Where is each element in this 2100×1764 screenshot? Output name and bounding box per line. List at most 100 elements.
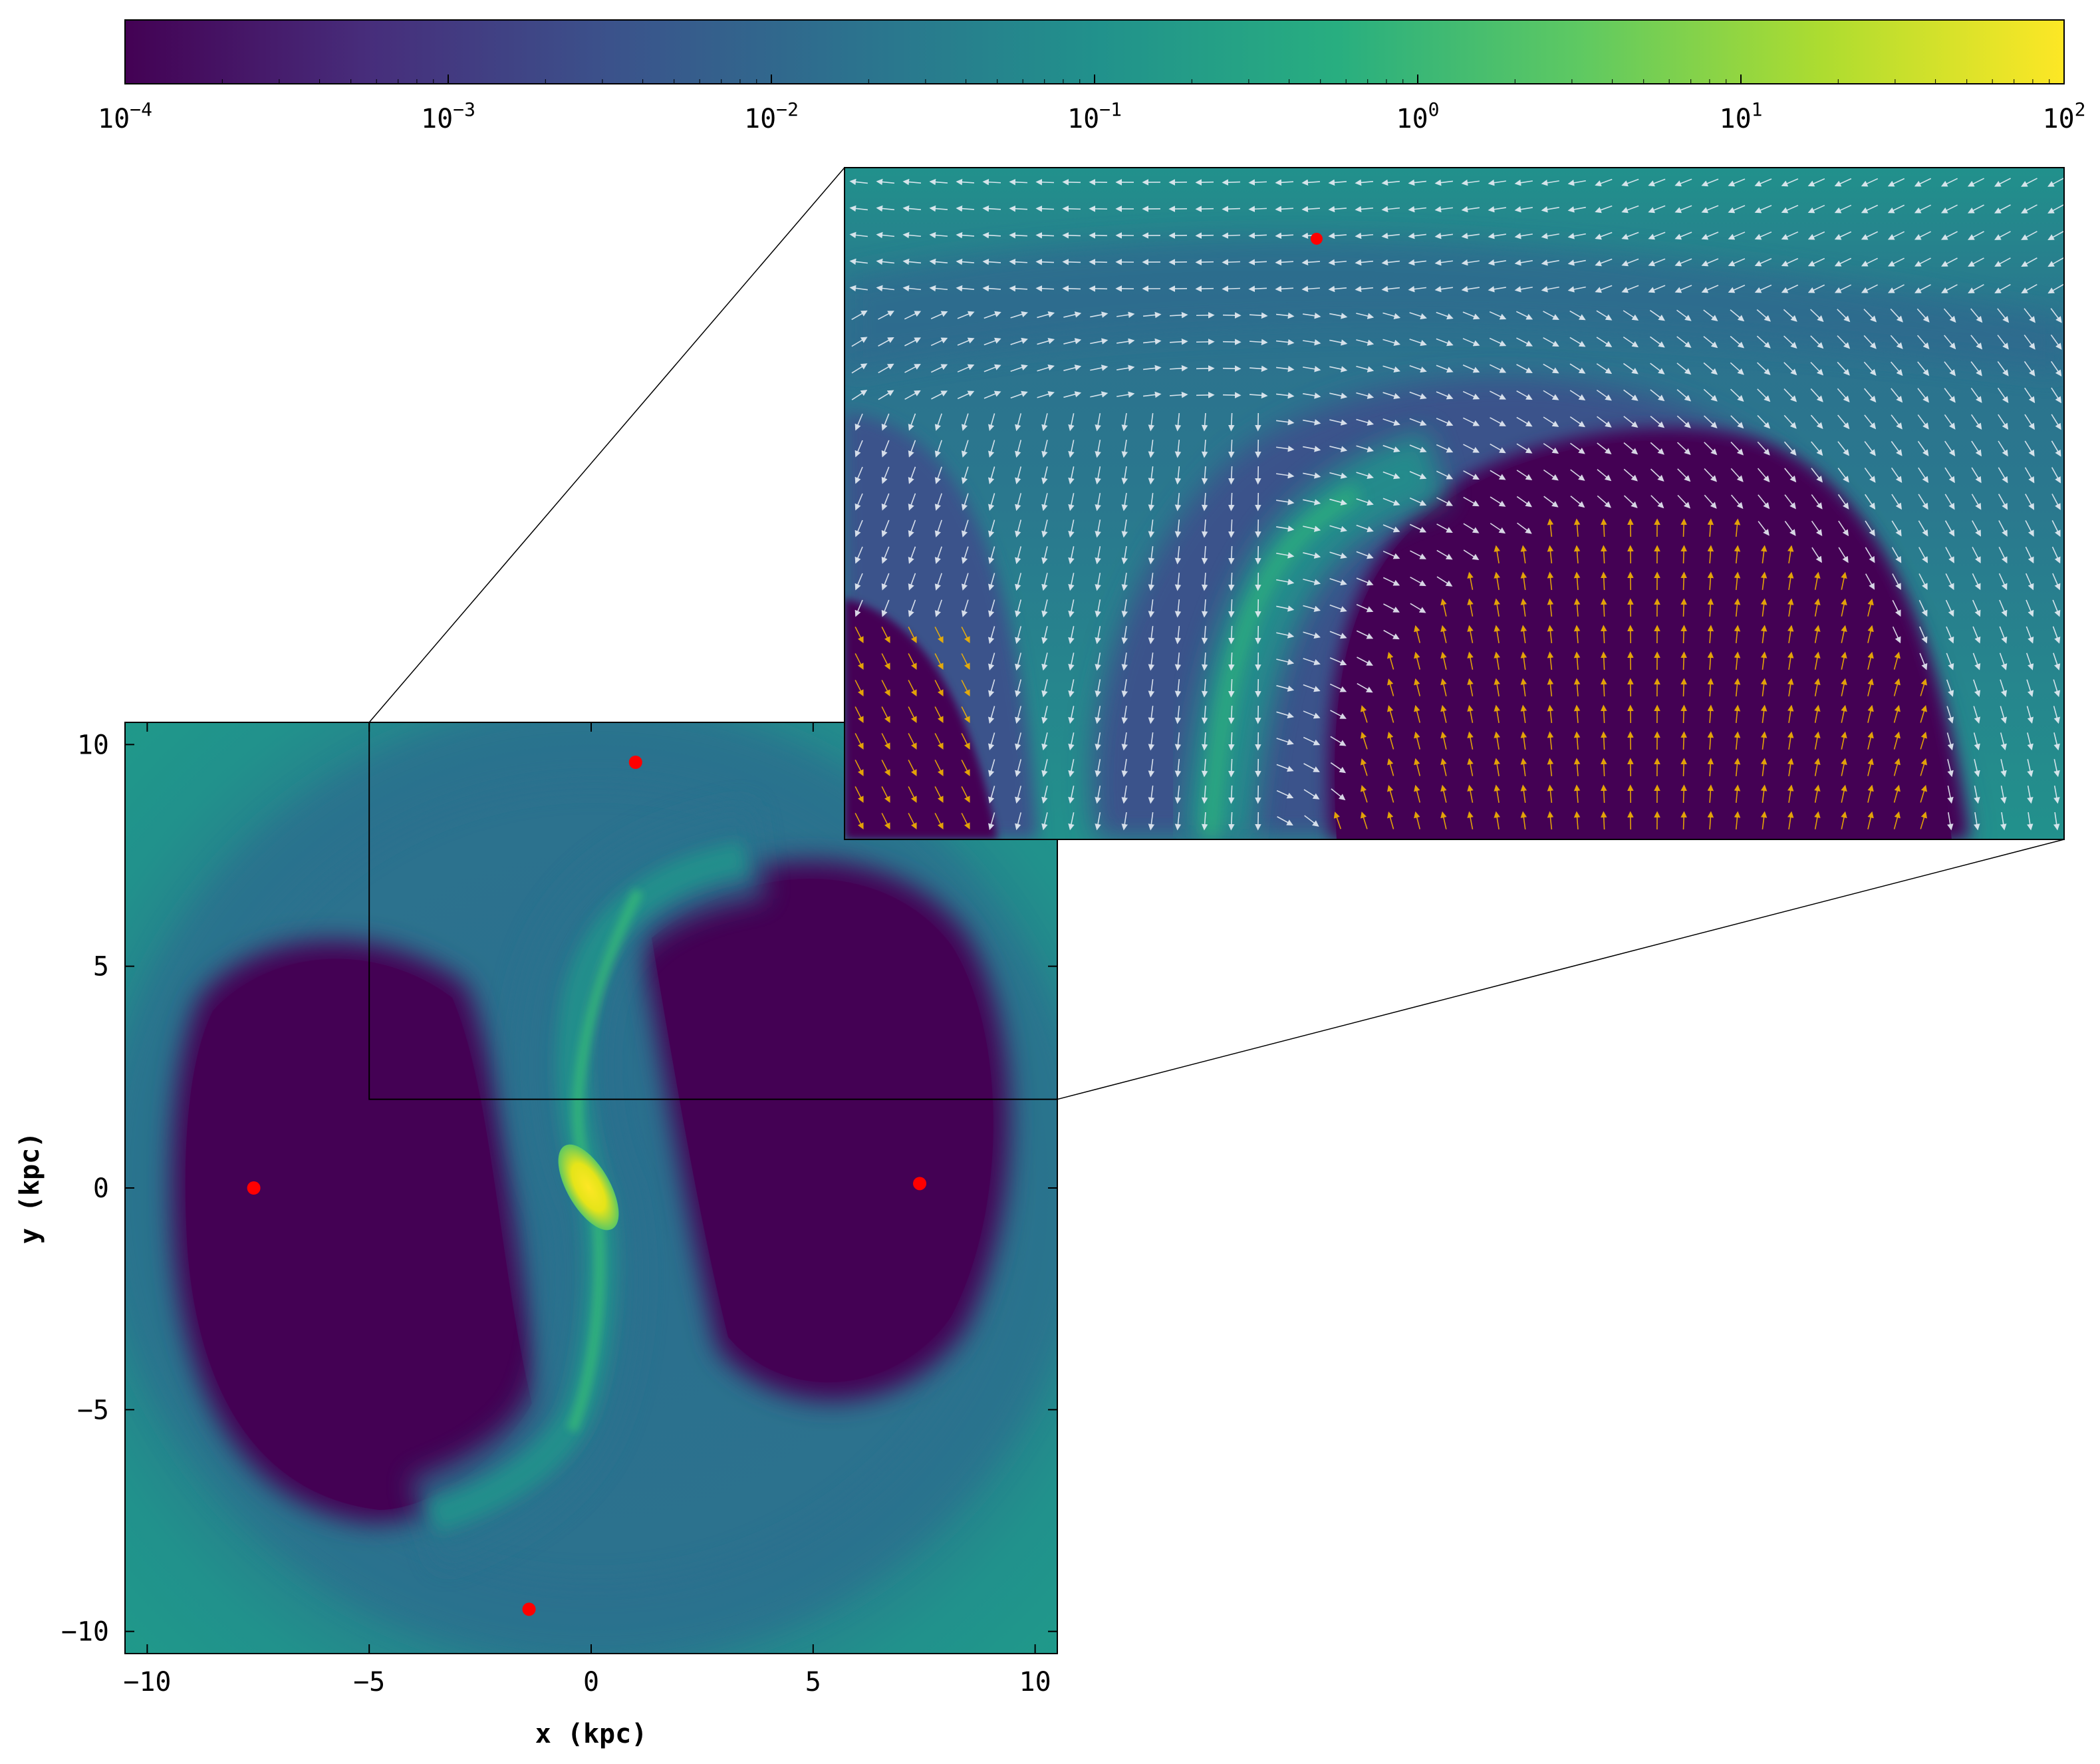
velocity-arrow — [1228, 785, 1235, 804]
velocity-arrow — [1520, 704, 1527, 723]
velocity-arrow — [1387, 651, 1394, 670]
velocity-arrow — [1837, 414, 1850, 430]
velocity-arrow — [1728, 178, 1746, 187]
velocity-arrow — [1015, 466, 1022, 485]
velocity-arrow — [1701, 205, 1719, 214]
velocity-arrow — [1621, 258, 1639, 267]
velocity-arrow — [1414, 758, 1420, 776]
velocity-arrow — [1760, 704, 1768, 724]
velocity-arrow — [1811, 468, 1823, 483]
velocity-arrow — [2047, 257, 2064, 267]
velocity-arrow — [1174, 545, 1182, 565]
velocity-arrow — [1887, 284, 1904, 293]
velocity-arrow — [1541, 233, 1559, 239]
velocity-arrow — [1573, 811, 1581, 830]
velocity-arrow — [988, 759, 995, 778]
velocity-arrow — [1623, 495, 1638, 508]
velocity-arrow — [1760, 758, 1768, 777]
velocity-arrow — [1891, 520, 1902, 537]
velocity-arrow — [1814, 571, 1821, 590]
y-tick-label: 5 — [93, 952, 109, 982]
velocity-arrow — [851, 363, 868, 374]
velocity-arrow — [934, 680, 944, 696]
velocity-arrow — [1041, 679, 1048, 698]
velocity-arrow — [1276, 525, 1295, 532]
velocity-arrow — [1355, 259, 1374, 266]
velocity-arrow — [1920, 811, 1928, 829]
velocity-arrow — [1228, 811, 1235, 831]
velocity-arrow — [1834, 284, 1852, 293]
velocity-arrow — [1760, 545, 1768, 564]
velocity-arrow — [1356, 498, 1374, 506]
velocity-arrow — [1514, 206, 1533, 213]
velocity-arrow — [988, 732, 995, 751]
velocity-arrow — [908, 813, 917, 829]
velocity-arrow — [1121, 706, 1128, 724]
velocity-arrow — [1041, 653, 1048, 671]
velocity-arrow — [1676, 309, 1692, 321]
velocity-arrow — [1648, 285, 1666, 293]
velocity-arrow — [1494, 625, 1500, 643]
velocity-arrow — [876, 178, 895, 186]
velocity-arrow — [1570, 442, 1585, 454]
velocity-arrow — [908, 733, 917, 750]
velocity-arrow — [1095, 626, 1101, 645]
velocity-arrow — [876, 231, 895, 239]
velocity-arrow — [2053, 812, 2060, 831]
velocity-arrow — [1707, 784, 1714, 804]
velocity-arrow — [1414, 651, 1420, 670]
velocity-arrow — [1811, 441, 1823, 456]
velocity-arrow — [1972, 599, 1981, 617]
velocity-arrow — [1201, 545, 1208, 565]
velocity-arrow — [1920, 678, 1928, 696]
velocity-arrow — [1547, 678, 1554, 697]
velocity-arrow — [1973, 706, 1981, 724]
velocity-arrow — [1148, 732, 1155, 751]
velocity-arrow — [2025, 546, 2034, 564]
velocity-arrow — [1409, 497, 1427, 506]
velocity-arrow — [1228, 758, 1235, 778]
velocity-arrow — [1275, 206, 1294, 213]
velocity-arrow — [1303, 366, 1321, 372]
velocity-arrow — [1255, 678, 1261, 698]
velocity-arrow — [1330, 710, 1347, 719]
velocity-arrow — [902, 205, 922, 212]
velocity-arrow — [1970, 387, 1982, 403]
velocity-arrow — [1356, 577, 1374, 586]
velocity-arrow — [876, 285, 895, 292]
velocity-arrow — [1116, 311, 1135, 319]
velocity-arrow — [1865, 547, 1875, 563]
velocity-arrow — [1837, 494, 1849, 510]
velocity-arrow — [1754, 284, 1772, 293]
velocity-arrow — [1329, 525, 1348, 533]
velocity-arrow — [1867, 704, 1874, 723]
velocity-arrow — [1811, 547, 1822, 563]
velocity-arrow — [1041, 519, 1048, 538]
velocity-arrow — [1541, 180, 1559, 186]
velocity-arrow — [2053, 732, 2060, 751]
velocity-arrow — [1516, 443, 1533, 454]
velocity-arrow — [1674, 205, 1692, 214]
velocity-arrow — [1356, 524, 1374, 533]
velocity-arrow — [1573, 518, 1581, 537]
velocity-arrow — [1972, 573, 1981, 591]
velocity-arrow — [1095, 493, 1101, 512]
velocity-arrow — [2052, 626, 2061, 644]
velocity-arrow — [1998, 414, 2009, 430]
velocity-arrow — [930, 364, 948, 373]
velocity-arrow — [1814, 598, 1821, 617]
velocity-arrow — [1121, 786, 1128, 804]
velocity-arrow — [1121, 573, 1128, 591]
velocity-arrow — [1841, 651, 1847, 670]
velocity-arrow — [1704, 468, 1718, 482]
velocity-arrow — [1330, 736, 1347, 746]
velocity-arrow — [1303, 339, 1321, 346]
velocity-arrow — [1436, 576, 1453, 587]
velocity-arrow — [1068, 440, 1075, 458]
velocity-arrow — [1970, 335, 1983, 350]
velocity-arrow — [1920, 732, 1928, 750]
velocity-arrow — [1356, 472, 1374, 480]
velocity-arrow — [1409, 312, 1427, 320]
velocity-arrow — [1541, 206, 1559, 213]
velocity-arrow — [1514, 286, 1533, 293]
